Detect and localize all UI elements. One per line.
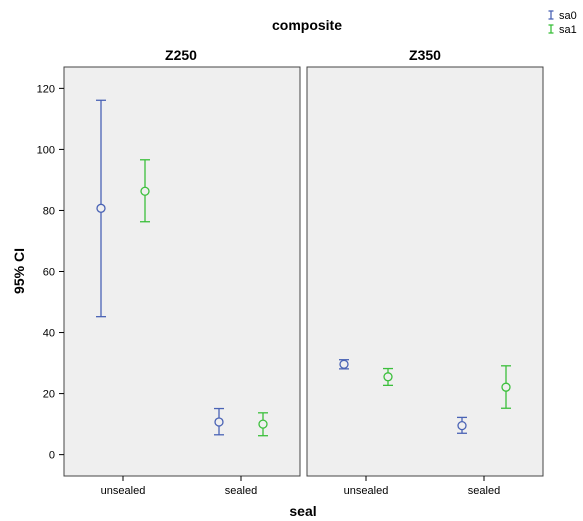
panel-z250	[63, 66, 301, 477]
error-bar-sa1	[258, 412, 268, 437]
y-tick-label: 80	[43, 205, 55, 217]
legend-label: sa0	[559, 10, 577, 22]
error-bar-sa1	[140, 159, 150, 223]
mean-point	[258, 419, 268, 429]
mean-point	[140, 186, 150, 196]
x-tick-label: unsealed	[101, 485, 146, 497]
x-axis: unsealed sealed unsealed sealed	[101, 476, 500, 497]
panel-z350	[306, 66, 544, 477]
x-axis-label: seal	[289, 503, 316, 519]
mean-point	[501, 382, 511, 392]
x-tick-label: sealed	[468, 485, 500, 497]
error-bar-sa1	[383, 367, 393, 386]
chart-title: composite	[272, 17, 342, 33]
y-tick-label: 120	[37, 83, 55, 95]
x-tick-label: unsealed	[344, 485, 389, 497]
mean-point	[383, 372, 393, 382]
y-tick-label: 0	[49, 450, 55, 462]
y-tick-label: 20	[43, 389, 55, 401]
error-bars	[96, 99, 511, 437]
y-tick-label: 100	[37, 144, 55, 156]
y-axis-label: 95% CI	[11, 248, 27, 294]
mean-point	[96, 203, 106, 213]
error-bar-sa0	[339, 359, 349, 370]
error-bar-sa0	[96, 99, 106, 318]
error-bar-sa1	[501, 365, 511, 409]
error-bar-sa0	[214, 407, 224, 436]
y-tick-label: 60	[43, 267, 55, 279]
panel-label-z350: Z350	[409, 47, 441, 63]
error-bar-sa0	[457, 416, 467, 434]
x-tick-label: sealed	[225, 485, 257, 497]
legend-label: sa1	[559, 24, 577, 36]
mean-point	[339, 359, 349, 369]
y-tick-label: 40	[43, 328, 55, 340]
y-axis: 0 20 40 60 80 100 120	[37, 83, 64, 462]
legend-item-sa0: sa0	[548, 10, 577, 22]
panel-label-z250: Z250	[165, 47, 197, 63]
mean-point	[214, 417, 224, 427]
legend-item-sa1: sa1	[548, 24, 577, 36]
mean-point	[457, 420, 467, 431]
